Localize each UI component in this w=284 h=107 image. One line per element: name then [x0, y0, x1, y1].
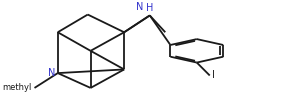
Text: I: I — [212, 71, 215, 80]
Text: methyl: methyl — [3, 83, 32, 92]
Text: H: H — [146, 3, 153, 13]
Text: N: N — [48, 68, 55, 78]
Text: N: N — [136, 2, 143, 12]
